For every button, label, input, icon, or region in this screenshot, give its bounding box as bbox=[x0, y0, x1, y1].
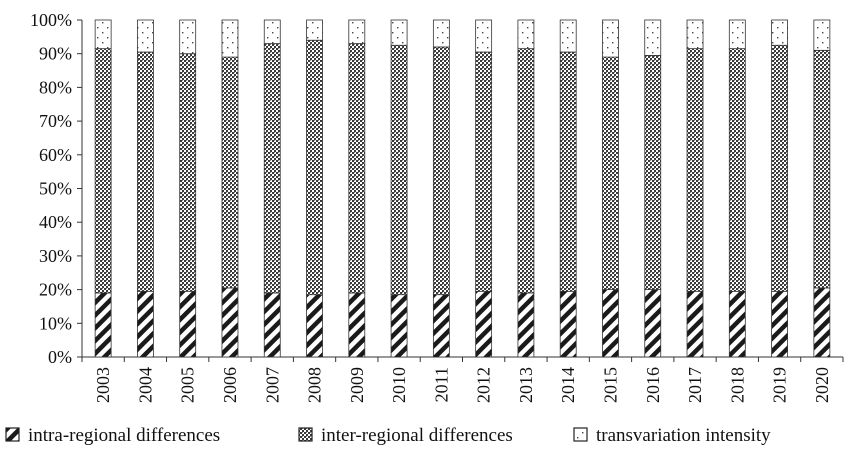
bar-segment-2019-2 bbox=[771, 19, 788, 46]
bar-segment-2004-2 bbox=[137, 19, 154, 53]
x-tick-label: 2006 bbox=[220, 367, 240, 403]
bar-segment-2014-1 bbox=[559, 51, 577, 292]
legend-swatch bbox=[573, 427, 588, 442]
legend-label: intra-regional differences bbox=[28, 425, 220, 446]
bar-segment-2010-1 bbox=[390, 44, 408, 296]
bar-segment-2016-2 bbox=[644, 19, 662, 56]
bar-segment-2015-2 bbox=[602, 19, 619, 58]
y-tick-label: 50% bbox=[39, 179, 72, 199]
bar-segment-2014-0 bbox=[559, 290, 577, 358]
bar-segment-2004-0 bbox=[137, 290, 154, 358]
bar-segment-2012-1 bbox=[475, 51, 493, 292]
bar-segment-2018-2 bbox=[728, 19, 746, 50]
bar-segment-2010-0 bbox=[390, 294, 408, 358]
bars bbox=[94, 19, 831, 358]
bar-segment-2006-2 bbox=[221, 19, 239, 58]
bar-segment-2012-2 bbox=[475, 19, 493, 53]
bar-segment-2013-1 bbox=[517, 48, 535, 294]
axes bbox=[77, 19, 844, 362]
legend-label: transvariation intensity bbox=[596, 425, 771, 446]
bar-segment-2003-0 bbox=[94, 292, 112, 358]
bar-segment-2005-0 bbox=[179, 290, 197, 358]
bar-segment-2007-0 bbox=[263, 292, 281, 358]
x-tick-label: 2015 bbox=[600, 367, 620, 403]
bar-segment-2010-2 bbox=[390, 19, 408, 46]
y-tick-label: 60% bbox=[39, 145, 72, 165]
legend-swatch bbox=[5, 427, 20, 442]
y-tick-label: 90% bbox=[39, 44, 72, 64]
bar-segment-2008-2 bbox=[306, 19, 323, 41]
x-tick-label: 2012 bbox=[474, 367, 494, 403]
bar-segment-2018-0 bbox=[728, 290, 746, 358]
bar-segment-2004-1 bbox=[137, 51, 154, 292]
y-tick-labels: 0% 10% 20% 30% 40% 50% 60% 70% 80% 90% 100% bbox=[30, 10, 72, 367]
x-tick-label: 2008 bbox=[305, 367, 325, 403]
x-tick-label: 2013 bbox=[516, 367, 536, 403]
bar-segment-2015-1 bbox=[602, 56, 619, 290]
bar-segment-2020-2 bbox=[813, 19, 831, 51]
y-tick-label: 20% bbox=[39, 280, 72, 300]
bar-segment-2009-2 bbox=[348, 19, 366, 44]
bar-segment-2016-1 bbox=[644, 54, 662, 290]
y-tick-label: 40% bbox=[39, 212, 72, 232]
bar-segment-2013-2 bbox=[517, 19, 535, 50]
bar-segment-2009-1 bbox=[348, 43, 366, 294]
legend: intra-regional differences inter-regional… bbox=[5, 425, 771, 446]
bar-segment-2009-0 bbox=[348, 292, 366, 358]
x-tick-label: 2019 bbox=[770, 367, 790, 403]
x-tick-label: 2010 bbox=[389, 367, 409, 403]
x-tick-label: 2014 bbox=[558, 367, 578, 403]
y-tick-label: 30% bbox=[39, 246, 72, 266]
bar-segment-2015-0 bbox=[602, 289, 619, 358]
y-tick-label: 70% bbox=[39, 111, 72, 131]
bar-segment-2005-2 bbox=[179, 19, 197, 55]
bar-segment-2017-1 bbox=[686, 48, 704, 292]
x-tick-label: 2005 bbox=[178, 367, 198, 403]
legend-label: inter-regional differences bbox=[321, 425, 513, 446]
bar-segment-2008-1 bbox=[306, 39, 323, 296]
bar-segment-2019-0 bbox=[771, 290, 788, 358]
bar-segment-2011-0 bbox=[432, 294, 450, 358]
bar-segment-2012-0 bbox=[475, 290, 493, 358]
y-tick-label: 100% bbox=[30, 10, 72, 30]
legend-swatch bbox=[298, 427, 313, 442]
x-tick-label: 2018 bbox=[727, 367, 747, 403]
x-tick-label: 2007 bbox=[262, 367, 282, 403]
bar-segment-2018-1 bbox=[728, 48, 746, 292]
x-tick-label: 2003 bbox=[93, 367, 113, 403]
bar-segment-2003-2 bbox=[94, 19, 112, 50]
bar-segment-2020-0 bbox=[813, 287, 831, 358]
bar-segment-2007-2 bbox=[263, 19, 281, 44]
bar-segment-2017-2 bbox=[686, 19, 704, 50]
bar-segment-2007-1 bbox=[263, 43, 281, 294]
x-tick-labels: 2003 2004 2005 2006 2007 2008 2009 2010 2011 2012… bbox=[93, 367, 832, 403]
bar-segment-2011-2 bbox=[432, 19, 450, 48]
x-tick-label: 2009 bbox=[347, 367, 367, 403]
x-tick-label: 2020 bbox=[812, 367, 832, 403]
bar-segment-2006-0 bbox=[221, 287, 239, 358]
bar-segment-2014-2 bbox=[559, 19, 577, 53]
bar-segment-2011-1 bbox=[432, 46, 450, 296]
x-tick-label: 2017 bbox=[685, 367, 705, 403]
bar-segment-2003-1 bbox=[94, 48, 112, 294]
x-tick-label: 2016 bbox=[643, 367, 663, 403]
y-tick-label: 80% bbox=[39, 77, 72, 97]
y-tick-label: 0% bbox=[48, 347, 72, 367]
y-tick-label: 10% bbox=[39, 313, 72, 333]
x-tick-label: 2004 bbox=[135, 367, 155, 403]
bar-segment-2019-1 bbox=[771, 44, 788, 292]
x-tick-label: 2011 bbox=[431, 367, 451, 402]
bar-segment-2020-1 bbox=[813, 49, 831, 289]
bar-segment-2008-0 bbox=[306, 294, 323, 358]
bar-segment-2017-0 bbox=[686, 290, 704, 358]
bar-segment-2013-0 bbox=[517, 292, 535, 358]
bar-segment-2016-0 bbox=[644, 289, 662, 358]
bar-segment-2006-1 bbox=[221, 56, 239, 289]
bar-segment-2005-1 bbox=[179, 53, 197, 292]
